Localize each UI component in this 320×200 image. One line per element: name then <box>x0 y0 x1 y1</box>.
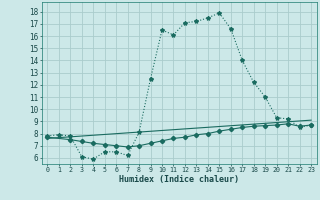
X-axis label: Humidex (Indice chaleur): Humidex (Indice chaleur) <box>119 175 239 184</box>
